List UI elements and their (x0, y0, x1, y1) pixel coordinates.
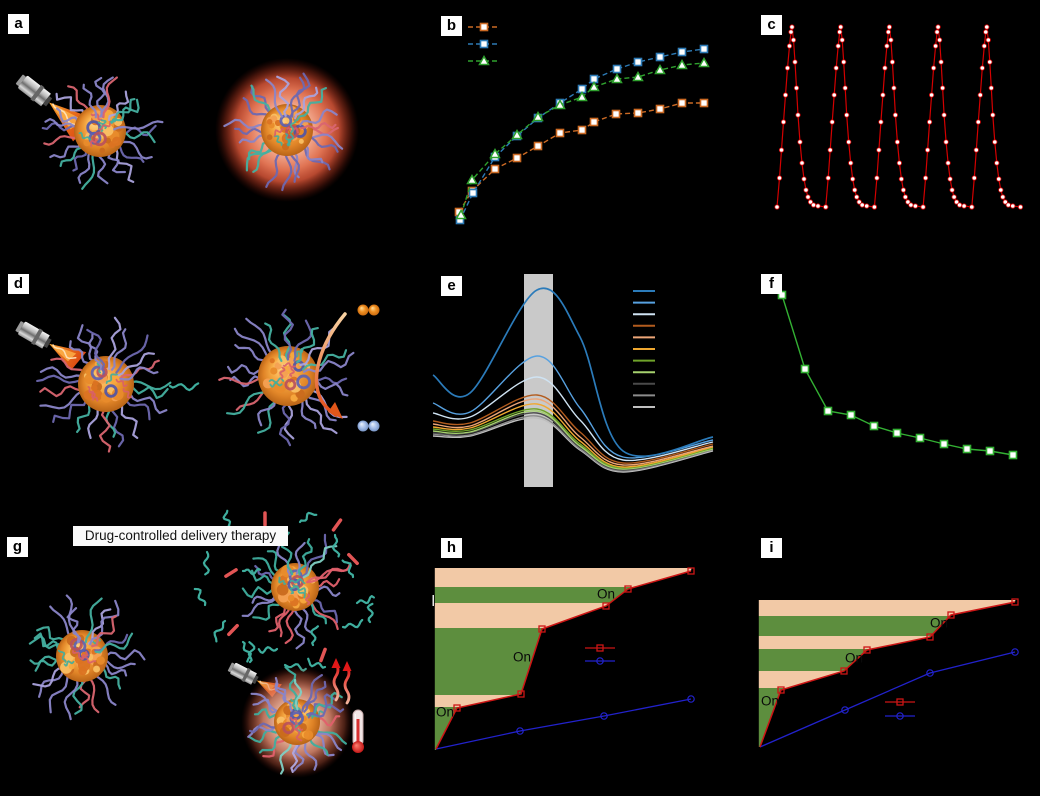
legend-b (468, 22, 500, 66)
on-label: On (930, 616, 948, 631)
laser-pointer (15, 321, 87, 370)
on-label: On (845, 651, 863, 666)
on-label: On (436, 705, 454, 720)
panel-label-g: g (7, 537, 28, 557)
panel-label-i: i (761, 538, 782, 558)
on-label: On (761, 694, 779, 709)
nanoparticle (241, 531, 352, 650)
panel-label-f: f (761, 274, 782, 294)
nanoparticle (215, 58, 359, 202)
heat-arrows-icon (331, 658, 352, 705)
on-label: On (513, 650, 531, 665)
singlet-oxygen-molecule-icon (357, 420, 380, 432)
panel-label-d: d (8, 274, 29, 294)
drug-rod-icon (347, 552, 359, 566)
drug-rod-icon (227, 623, 239, 637)
free-peg-squiggle (168, 382, 200, 392)
nanoparticle (41, 76, 164, 190)
chart-e (432, 274, 714, 487)
nanoparticle (28, 594, 146, 721)
panel-label-a: a (8, 14, 29, 34)
chart-i: On On On (757, 597, 1019, 757)
panel-label-c: c (761, 15, 782, 35)
on-label: On (597, 587, 615, 602)
drug-rod-icon (319, 647, 327, 663)
released-drug-molecules (193, 509, 375, 672)
nanoparticle (218, 308, 355, 447)
panel-label-h: h (441, 538, 462, 558)
chart-c (774, 24, 1024, 210)
panel-label-b: b (441, 16, 462, 36)
oxygen-molecule-icon (357, 304, 380, 316)
drug-rod-icon (224, 568, 238, 578)
conversion-arrow-icon (314, 312, 347, 419)
nanoparticle (241, 666, 353, 778)
nanoparticle (36, 316, 172, 453)
chart-b (454, 22, 710, 225)
chart-f (777, 290, 1018, 460)
thermometer-icon (352, 709, 364, 753)
legend-i (885, 698, 915, 720)
legend-h (585, 644, 615, 665)
drug-rod-icon (331, 518, 343, 532)
legend-e (633, 290, 655, 408)
chart-h: On On On (432, 565, 695, 760)
panel-label-e: e (441, 276, 462, 296)
banner-drug-delivery-therapy: Drug-controlled delivery therapy (73, 526, 288, 546)
